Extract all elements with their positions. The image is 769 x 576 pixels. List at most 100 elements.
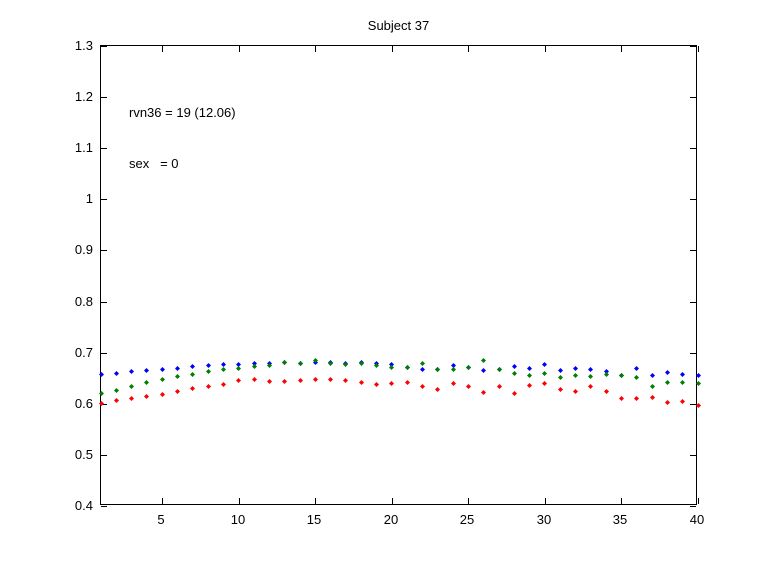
data-point-blue (420, 367, 425, 372)
data-point-red (359, 380, 364, 385)
data-point-blue (129, 369, 134, 374)
data-point-red (542, 381, 547, 386)
data-point-blue (680, 372, 685, 377)
data-point-green (435, 367, 440, 372)
axis-tick-mark (101, 404, 107, 405)
axis-tick-mark (101, 302, 107, 303)
data-point-red (527, 383, 532, 388)
data-point-green (405, 365, 410, 370)
axis-tick-mark (621, 46, 622, 52)
chart-title: Subject 37 (367, 18, 430, 33)
data-point-green (558, 375, 563, 380)
data-point-green (573, 373, 578, 378)
axis-tick-mark (690, 353, 696, 354)
data-point-blue (527, 366, 532, 371)
data-point-red (114, 398, 119, 403)
annotation-line1: rvn36 = 19 (12.06) (129, 105, 236, 120)
axis-tick-mark (392, 46, 393, 52)
axis-tick-mark (101, 455, 107, 456)
data-point-blue (481, 368, 486, 373)
axis-tick-mark (690, 455, 696, 456)
axis-tick-mark (468, 46, 469, 52)
axis-tick-mark (315, 46, 316, 52)
data-point-red (451, 381, 456, 386)
data-point-red (420, 384, 425, 389)
data-point-blue (634, 366, 639, 371)
data-point-green (374, 363, 379, 368)
data-point-red (236, 378, 241, 383)
data-point-red (573, 389, 578, 394)
data-point-red (298, 378, 303, 383)
data-point-green (313, 358, 318, 363)
axis-tick-mark (101, 199, 107, 200)
data-point-blue (221, 362, 226, 367)
y-tick-label: 1.2 (74, 89, 93, 104)
axis-tick-mark (101, 46, 107, 47)
data-point-green (236, 366, 241, 371)
data-point-red (267, 379, 272, 384)
x-tick-label: 10 (230, 512, 246, 527)
axis-tick-mark (698, 498, 699, 504)
data-point-red (129, 396, 134, 401)
data-point-red (497, 384, 502, 389)
data-point-green (665, 380, 670, 385)
data-point-green (206, 369, 211, 374)
data-point-red (558, 387, 563, 392)
data-point-green (221, 367, 226, 372)
data-point-green (604, 372, 609, 377)
data-point-green (696, 381, 701, 386)
data-point-blue (252, 361, 257, 366)
axis-tick-mark (690, 404, 696, 405)
data-point-green (527, 373, 532, 378)
data-point-green (144, 380, 149, 385)
axis-tick-mark (690, 46, 696, 47)
data-point-red (252, 377, 257, 382)
data-point-red (435, 387, 440, 392)
data-point-blue (451, 363, 456, 368)
data-point-red (328, 377, 333, 382)
data-point-blue (236, 362, 241, 367)
x-tick-label: 5 (157, 512, 165, 527)
data-point-blue (696, 373, 701, 378)
axis-tick-mark (239, 498, 240, 504)
data-point-green (252, 364, 257, 369)
data-point-red (405, 380, 410, 385)
data-point-red (512, 391, 517, 396)
axis-tick-mark (101, 353, 107, 354)
data-point-blue (650, 373, 655, 378)
data-point-green (298, 361, 303, 366)
y-tick-label: 0.9 (74, 242, 93, 257)
data-point-green (466, 365, 471, 370)
data-point-green (359, 361, 364, 366)
data-point-blue (665, 370, 670, 375)
y-tick-label: 0.7 (74, 345, 93, 360)
axis-tick-mark (690, 199, 696, 200)
y-tick-label: 0.5 (74, 447, 93, 462)
axis-tick-mark (392, 498, 393, 504)
data-point-green (619, 373, 624, 378)
annotation-text: rvn36 = 19 (12.06) sex = 0 (129, 70, 236, 206)
x-tick-label: 25 (459, 512, 475, 527)
data-point-red (374, 382, 379, 387)
axis-tick-mark (545, 498, 546, 504)
x-tick-label: 40 (689, 512, 705, 527)
data-point-red (680, 399, 685, 404)
data-point-red (604, 389, 609, 394)
data-point-blue (144, 368, 149, 373)
y-tick-label: 1.1 (74, 140, 93, 155)
data-point-green (512, 371, 517, 376)
data-point-blue (558, 368, 563, 373)
data-point-red (160, 392, 165, 397)
data-point-red (481, 390, 486, 395)
data-point-blue (99, 372, 104, 377)
data-point-green (129, 384, 134, 389)
axis-tick-mark (162, 498, 163, 504)
x-tick-label: 35 (612, 512, 628, 527)
data-point-green (420, 361, 425, 366)
y-tick-label: 0.4 (74, 498, 93, 513)
data-point-blue (114, 371, 119, 376)
annotation-line2: sex = 0 (129, 156, 179, 171)
data-point-green (267, 363, 272, 368)
axis-tick-mark (239, 46, 240, 52)
data-point-blue (206, 363, 211, 368)
